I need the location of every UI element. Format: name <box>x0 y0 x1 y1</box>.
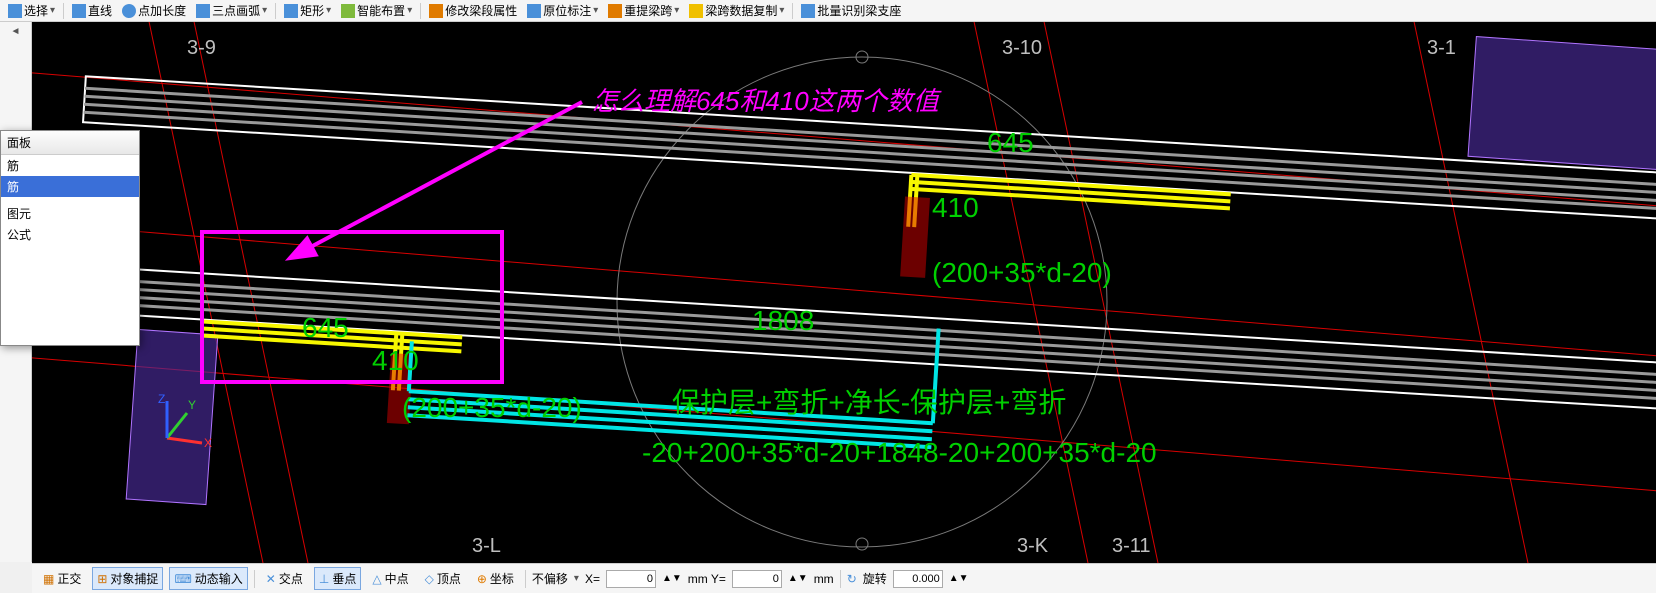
tb-copy-span[interactable]: 梁跨数据复制▾ <box>685 2 788 19</box>
grid-label: 3-10 <box>1002 37 1042 59</box>
tb-inplace[interactable]: 原位标注▾ <box>523 2 602 19</box>
snap-perp[interactable]: ⊥垂点 <box>314 567 361 590</box>
drawing-canvas: 3-9 3-10 3-1 3-L 3-K 3-11 <box>32 22 1656 563</box>
svg-text:-20+200+35*d-20+1848-20+200+35: -20+200+35*d-20+1848-20+200+35*d-20 <box>642 437 1157 468</box>
panel-item-1[interactable]: 筋 <box>1 176 139 197</box>
x-label: X= <box>585 572 600 586</box>
svg-text:1808: 1808 <box>752 305 814 336</box>
svg-text:保护层+弯折+净长-保护层+弯折: 保护层+弯折+净长-保护层+弯折 <box>672 387 1066 418</box>
property-panel[interactable]: 面板 筋 筋 图元 公式 <box>0 130 140 346</box>
y-input[interactable] <box>732 570 782 588</box>
snap-mid[interactable]: △中点 <box>367 567 413 590</box>
grid-label: 3-9 <box>187 37 216 59</box>
tb-select[interactable]: 选择▾ <box>4 2 59 19</box>
ortho-toggle[interactable]: ▦正交 <box>38 567 86 590</box>
osnap-toggle[interactable]: ⊞对象捕捉 <box>92 567 163 590</box>
svg-text:645: 645 <box>302 312 349 343</box>
x-input[interactable] <box>606 570 656 588</box>
svg-text:Y: Y <box>188 398 196 412</box>
tb-arc3[interactable]: 三点画弧▾ <box>192 2 271 19</box>
panel-title: 面板 <box>1 131 139 155</box>
snap-apex[interactable]: ◇顶点 <box>420 567 466 590</box>
tb-point-len[interactable]: 点加长度 <box>118 2 190 19</box>
grid-label: 3-1 <box>1427 37 1456 59</box>
y-label: mm Y= <box>688 572 726 586</box>
tb-smart[interactable]: 智能布置▾ <box>337 2 416 19</box>
status-bar: ▦正交 ⊞对象捕捉 ⌨动态输入 ✕交点 ⊥垂点 △中点 ◇顶点 ⊕坐标 不偏移▾… <box>32 563 1656 593</box>
tb-reextract[interactable]: 重提梁跨▾ <box>604 2 683 19</box>
snap-intersect[interactable]: ✕交点 <box>261 567 308 590</box>
dyn-toggle[interactable]: ⌨动态输入 <box>169 567 247 590</box>
panel-item-0[interactable]: 筋 <box>1 155 139 176</box>
tb-line[interactable]: 直线 <box>68 2 116 19</box>
rotate-label: 旋转 <box>863 570 887 587</box>
svg-text:645: 645 <box>987 127 1034 158</box>
grid-label: 3-11 <box>1112 535 1151 557</box>
svg-text:410: 410 <box>932 192 979 223</box>
annotation-text: 怎么理解645和410这两个数值 <box>592 86 942 116</box>
rail-chevron-icon[interactable]: ◄ <box>0 22 31 37</box>
svg-text:Z: Z <box>158 393 165 406</box>
panel-item-3[interactable]: 公式 <box>1 224 139 245</box>
cad-viewport[interactable]: 3-9 3-10 3-1 3-L 3-K 3-11 <box>32 22 1656 563</box>
top-toolbar: 选择▾ 直线 点加长度 三点画弧▾ 矩形▾ 智能布置▾ 修改梁段属性 原位标注▾… <box>0 0 1656 22</box>
grid-label: 3-L <box>472 535 501 557</box>
tb-rect[interactable]: 矩形▾ <box>280 2 335 19</box>
tb-modify-span[interactable]: 修改梁段属性 <box>425 2 521 19</box>
grid-label: 3-K <box>1017 535 1049 557</box>
svg-text:(200+35*d-20): (200+35*d-20) <box>932 257 1112 288</box>
svg-text:410: 410 <box>372 345 419 376</box>
offset-label: 不偏移 <box>532 570 568 587</box>
svg-text:X: X <box>204 436 212 450</box>
axis-gizmo: X Y Z <box>152 393 212 453</box>
snap-coord[interactable]: ⊕坐标 <box>472 567 519 590</box>
svg-text:(200+35*d-20): (200+35*d-20) <box>402 392 582 423</box>
tb-batch-id[interactable]: 批量识别梁支座 <box>797 2 905 19</box>
rotate-input[interactable] <box>893 570 943 588</box>
panel-item-2[interactable]: 图元 <box>1 203 139 224</box>
